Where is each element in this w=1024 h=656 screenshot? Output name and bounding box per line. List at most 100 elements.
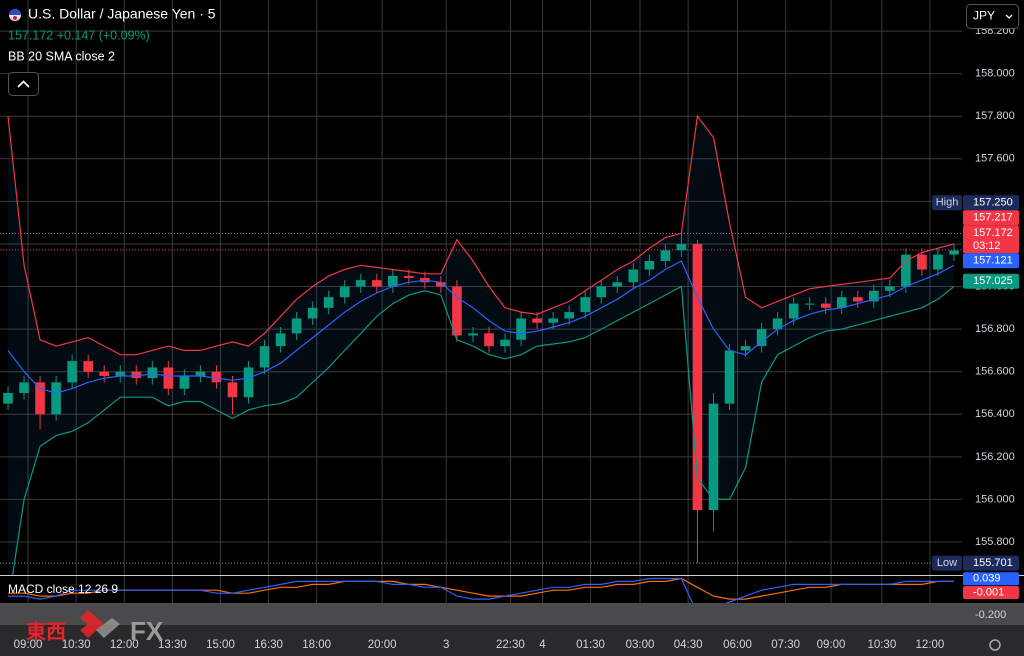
watermark-logo <box>80 610 104 638</box>
macd-lower-band <box>0 603 962 625</box>
price-marker-name-box <box>932 195 962 211</box>
price-marker-label: 157.217 <box>973 212 1013 224</box>
bb-upper <box>7 114 955 356</box>
price-change: 157.172 +0.147 (+0.09%) <box>8 28 150 42</box>
candle-body <box>243 367 254 398</box>
time-axis-bg <box>0 625 1024 656</box>
candle-body <box>580 297 591 313</box>
x-tick-label: 07:30 <box>771 639 800 651</box>
x-tick-label: 3 <box>443 639 449 651</box>
candle-body <box>67 361 77 383</box>
bb-lower <box>12 285 955 575</box>
macd-marker-label: 0.039 <box>973 573 1001 585</box>
candle-body <box>388 275 398 287</box>
price-marker-name-box <box>932 555 962 571</box>
x-tick-label: 12:00 <box>110 639 139 651</box>
price-marker-name: Low <box>937 557 957 569</box>
axes: 155.800 156.000 156.200 156.400 156.600 156.8… <box>14 25 1019 651</box>
candle-body <box>852 297 863 302</box>
candle-body <box>788 303 799 319</box>
x-tick-label: 10:30 <box>62 639 91 651</box>
candle-body <box>885 286 895 291</box>
symbol-title: U.S. Dollar / Japanese Yen · 5 <box>28 6 216 22</box>
macd-marker-box <box>963 572 1019 586</box>
y-tick-label: 158.000 <box>975 68 1015 80</box>
x-tick-label: 04:30 <box>674 639 703 651</box>
price-marker-box <box>963 195 1019 211</box>
macd-axis-band <box>962 603 1024 625</box>
candle-body <box>355 280 366 287</box>
candle-body <box>468 333 478 336</box>
symbol-flag-top <box>9 9 21 15</box>
candle-body <box>147 367 158 379</box>
candle-body <box>628 269 639 283</box>
candle-body <box>404 275 414 279</box>
candle-body <box>211 371 222 383</box>
candle-body <box>804 303 815 305</box>
candle-body <box>131 371 142 379</box>
candle-body <box>820 303 831 308</box>
candle-body <box>83 361 93 372</box>
price-marker-label: 157.121 <box>973 255 1013 267</box>
price-marker-box <box>963 225 1019 254</box>
y-tick-label: 155.800 <box>975 536 1015 548</box>
grid <box>0 0 962 603</box>
x-tick-label: 06:00 <box>723 639 752 651</box>
plot-area <box>0 114 962 575</box>
x-tick-label: 12:00 <box>916 639 945 651</box>
bb-middle <box>7 260 955 394</box>
candle-body <box>275 333 286 347</box>
x-tick-label: 15:00 <box>206 639 235 651</box>
macd-title: MACD close 12 26 9 <box>8 582 118 596</box>
candle-body <box>772 318 783 330</box>
y-tick-label: 156.000 <box>975 493 1015 505</box>
candle-body <box>917 254 927 270</box>
settings-icon[interactable] <box>989 639 1001 651</box>
candle-body <box>660 250 671 261</box>
x-tick-label: 01:30 <box>576 639 605 651</box>
x-tick-label: 4 <box>539 639 546 651</box>
y-tick-label: 156.200 <box>975 451 1015 463</box>
candle-body <box>596 286 607 298</box>
price-marker-label: 155.701 <box>973 557 1013 569</box>
y-tick-label: 157.600 <box>975 153 1015 165</box>
candle-body <box>644 260 655 270</box>
x-tick-label: 18:00 <box>302 639 331 651</box>
x-tick-label: 20:00 <box>368 639 397 651</box>
y-tick-label: 156.400 <box>975 408 1015 420</box>
watermark-logo-2 <box>96 618 120 638</box>
collapse-button[interactable] <box>8 72 39 96</box>
currency-label: JPY <box>973 9 995 23</box>
candle-body <box>901 254 911 287</box>
y-tick-label: 156.800 <box>975 323 1015 335</box>
macd-axis-label: -0.200 <box>975 609 1006 621</box>
candle-body <box>564 312 574 319</box>
candle-body <box>99 371 110 376</box>
candle-body <box>708 403 719 511</box>
collapse-chevron <box>17 80 30 88</box>
x-tick-label: 22:30 <box>496 639 525 651</box>
symbol-flag-dot <box>13 16 17 20</box>
candle-body <box>291 318 302 334</box>
price-marker-box <box>963 253 1019 269</box>
candle-body <box>516 318 526 340</box>
currency-dropdown[interactable] <box>966 4 1019 29</box>
candle-body <box>19 382 29 393</box>
candle-body <box>371 280 382 287</box>
price-marker-label: 157.250 <box>973 197 1013 209</box>
candle-body <box>452 286 462 336</box>
x-tick-label: 03:00 <box>626 639 655 651</box>
candle-body <box>323 297 334 308</box>
price-marker-label: 157.025 <box>973 275 1013 287</box>
candle-body <box>500 339 510 347</box>
price-marker-name: High <box>936 197 959 209</box>
candle-body <box>692 243 703 511</box>
candle-body <box>933 254 943 270</box>
candle-body <box>532 318 542 323</box>
candle-body <box>259 346 270 368</box>
macd-marker-box <box>963 586 1019 600</box>
x-tick-label: 09:00 <box>14 639 43 651</box>
dropdown-chevron <box>1005 14 1013 19</box>
candle-body <box>436 282 446 287</box>
